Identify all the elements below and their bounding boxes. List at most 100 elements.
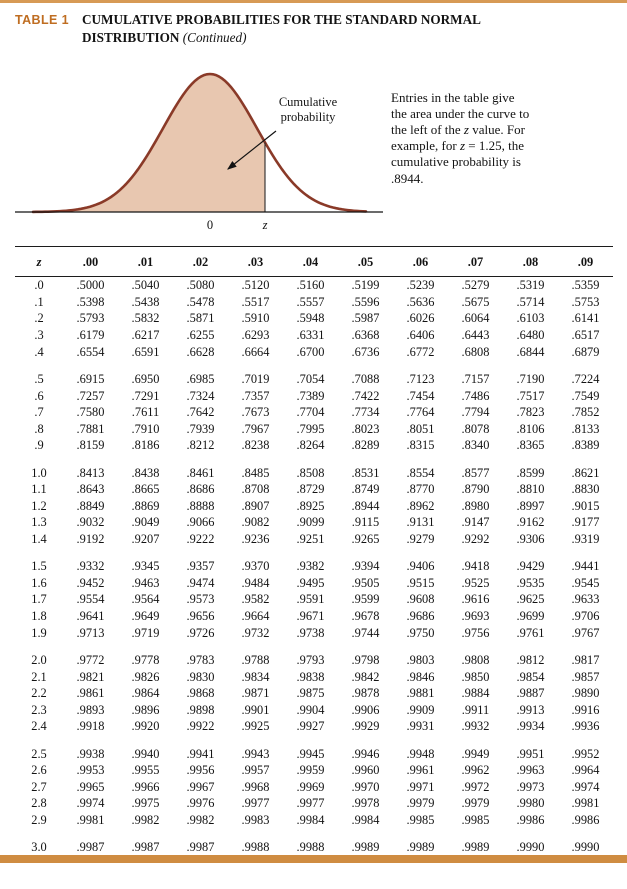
probability-cell: .9906 (351, 702, 380, 717)
probability-cell: .5359 (571, 278, 600, 293)
probability-cell: .6950 (131, 371, 160, 386)
probability-cell: .7939 (186, 421, 215, 436)
probability-cell: .9984 (296, 813, 325, 827)
probability-cell: .8133 (571, 421, 600, 436)
table-row: 1.1 .8643 .8665 .8686 .8708 .8729 .8749 .8770 .8… (15, 481, 613, 498)
probability-cell: .7642 (186, 405, 215, 420)
probability-column-header: .00 (63, 246, 118, 277)
probability-cell: .8980 (461, 498, 490, 513)
probability-cell: .9726 (186, 625, 215, 640)
probability-cell: .9515 (406, 575, 435, 590)
table-row: 2.8 .9974 .9975 .9976 .9977 .9977 .9978 .9979 .9… (15, 795, 613, 812)
probability-cell: .9429 (516, 559, 545, 574)
z-value-cell: 2.1 (31, 669, 47, 684)
table-row: .5 .6915 .6950 .6985 .7019 .7054 .7088 .7123 .71… (15, 360, 613, 387)
probability-cell: .9890 (571, 686, 600, 701)
probability-cell: .8729 (296, 482, 325, 497)
probability-cell: .8413 (76, 465, 105, 480)
probability-cell: .9901 (241, 702, 270, 717)
probability-cell: .8599 (516, 465, 545, 480)
probability-cell: .8023 (351, 421, 380, 436)
probability-cell: .9911 (461, 702, 490, 717)
table-number-label: TABLE 1 (15, 13, 69, 27)
probability-cell: .9554 (76, 592, 105, 607)
probability-cell: .9719 (131, 625, 160, 640)
probability-cell: .9441 (571, 559, 600, 574)
probability-cell: .8790 (461, 482, 490, 497)
probability-cell: .7967 (241, 421, 270, 436)
probability-cell: .9793 (296, 652, 325, 667)
probability-cell: .9015 (571, 498, 600, 513)
probability-cell: .9788 (241, 652, 270, 667)
z-value-cell: 1.5 (31, 559, 47, 574)
probability-cell: .9979 (461, 796, 490, 811)
probability-cell: .9744 (351, 625, 380, 640)
probability-cell: .5871 (186, 311, 215, 326)
probability-cell: .9982 (186, 813, 215, 827)
probability-cell: .9664 (241, 609, 270, 624)
probability-cell: .9875 (296, 686, 325, 701)
probability-cell: .9949 (461, 746, 490, 761)
probability-cell: .7324 (186, 388, 215, 403)
probability-cell: .9927 (296, 719, 325, 734)
probability-cell: .6217 (131, 328, 160, 343)
table-header-block: TABLE 1 CUMULATIVE PROBABILITIES FOR THE… (15, 0, 612, 48)
probability-cell: .9898 (186, 702, 215, 717)
probability-cell: .9767 (571, 625, 600, 640)
table-explanation-note: Entries in the table give the area under… (391, 90, 531, 238)
probability-column-header: .06 (393, 246, 448, 277)
probability-cell: .5832 (131, 311, 160, 326)
probability-cell: .9916 (571, 702, 600, 717)
probability-cell: .6915 (76, 371, 105, 386)
probability-cell: .5199 (351, 278, 380, 293)
probability-cell: .9978 (351, 796, 380, 811)
probability-cell: .8264 (296, 438, 325, 453)
probability-cell: .6026 (406, 311, 435, 326)
probability-cell: .9987 (131, 840, 160, 855)
probability-cell: .5120 (241, 278, 270, 293)
z-column-header: z (15, 246, 63, 277)
probability-cell: .5000 (76, 278, 105, 293)
probability-cell: .9936 (571, 719, 600, 734)
table-row: 2.9 .9981 .9982 .9982 .9983 .9984 .9984 .9985 .9… (15, 812, 613, 829)
probability-cell: .8686 (186, 482, 215, 497)
probability-cell: .7517 (516, 388, 545, 403)
table-row: .8 .7881 .7910 .7939 .7967 .7995 .8023 .8051 .80… (15, 420, 613, 437)
probability-cell: .9986 (516, 813, 545, 827)
table-row: 1.6 .9452 .9463 .9474 .9484 .9495 .9505 .9515 .9… (15, 575, 613, 592)
probability-cell: .8708 (241, 482, 270, 497)
z-value-cell: 2.9 (31, 813, 47, 827)
probability-cell: .9591 (296, 592, 325, 607)
probability-cell: .7881 (76, 421, 105, 436)
probability-cell: .9962 (461, 763, 490, 778)
probability-cell: .9983 (241, 813, 270, 827)
table-row: 3.0 .9987 .9987 .9987 .9988 .9988 .9989 .9989 .9… (15, 828, 613, 855)
probability-cell: .9418 (461, 559, 490, 574)
z-value-cell: .6 (34, 388, 44, 403)
probability-cell: .9251 (296, 531, 325, 546)
probability-cell: .9131 (406, 515, 435, 530)
probability-cell: .9545 (571, 575, 600, 590)
probability-cell: .8315 (406, 438, 435, 453)
table-row: 1.5 .9332 .9345 .9357 .9370 .9382 .9394 .9406 .9… (15, 547, 613, 574)
z-value-cell: 3.0 (31, 840, 47, 855)
probability-cell: .6772 (406, 344, 435, 359)
probability-cell: .9495 (296, 575, 325, 590)
probability-cell: .6406 (406, 328, 435, 343)
table-row: .2 .5793 .5832 .5871 .5910 .5948 .5987 .6026 .60… (15, 310, 613, 327)
probability-cell: .9854 (516, 669, 545, 684)
probability-cell: .9986 (571, 813, 600, 827)
bottom-accent-bar (0, 855, 627, 863)
z-value-cell: .2 (34, 311, 44, 326)
probability-cell: .6554 (76, 344, 105, 359)
probability-cell: .9625 (516, 592, 545, 607)
probability-cell: .9778 (131, 652, 160, 667)
probability-cell: .6331 (296, 328, 325, 343)
probability-cell: .9970 (351, 779, 380, 794)
z-value-cell: 1.8 (31, 609, 47, 624)
probability-cell: .5040 (131, 278, 160, 293)
probability-cell: .9931 (406, 719, 435, 734)
probability-cell: .9981 (571, 796, 600, 811)
probability-cell: .5714 (516, 294, 545, 309)
probability-cell: .8621 (571, 465, 600, 480)
